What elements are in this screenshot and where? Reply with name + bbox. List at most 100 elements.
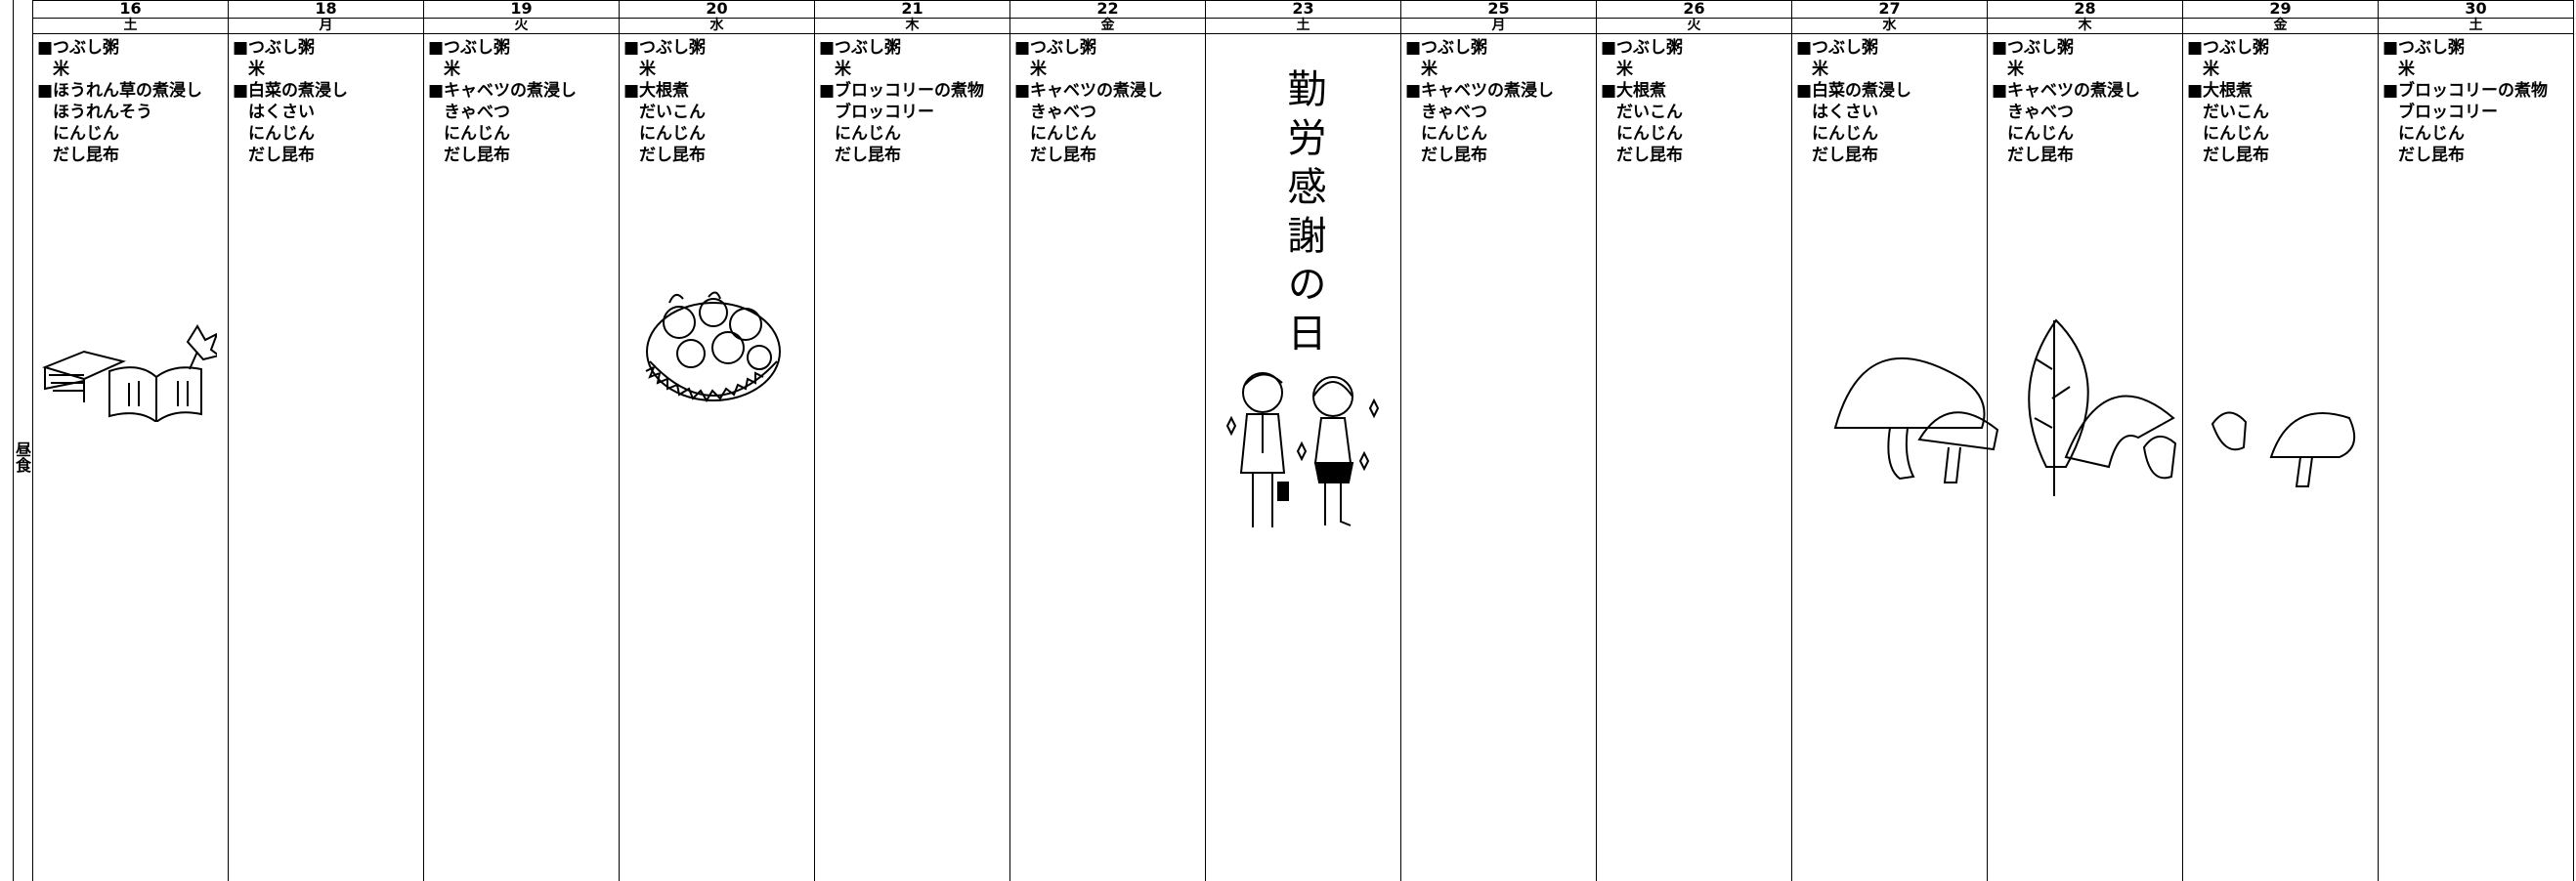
menu-item: ■キャベツの煮浸し bbox=[1405, 81, 1555, 101]
date: 16 bbox=[33, 0, 228, 19]
date: 20 bbox=[620, 0, 814, 19]
books-illustration bbox=[41, 324, 217, 422]
menu-item: 米 bbox=[1030, 60, 1047, 79]
menu-item: だし昆布 bbox=[53, 146, 119, 165]
date: 21 bbox=[815, 0, 1009, 19]
holiday-name: 勤労感謝の日 bbox=[1280, 68, 1326, 361]
menu-item: だし昆布 bbox=[1030, 146, 1096, 165]
menu-item: きゃべつ bbox=[2007, 103, 2074, 122]
menu-item: ■つぶし粥 bbox=[1796, 38, 1879, 58]
menu-item: だし昆布 bbox=[1421, 146, 1487, 165]
day-column: 19 火 ■つぶし粥米 ■キャベツの煮浸し きゃべつ にんじん だし昆布 bbox=[424, 0, 620, 881]
menu-item: 米 bbox=[1421, 60, 1438, 79]
menu-item: ■ブロッコリーの煮物 bbox=[2383, 81, 2549, 101]
day-column: 20 水 ■つぶし粥米 ■大根煮 だいこん にんじん だし昆布 bbox=[620, 0, 815, 881]
date: 30 bbox=[2379, 0, 2573, 19]
menu-item: きゃべつ bbox=[444, 103, 510, 122]
menu-items: ■つぶし粥米 ■ブロッコリーの煮物 ブロッコリー にんじん だし昆布 bbox=[815, 34, 1009, 166]
menu-item: ■つぶし粥 bbox=[37, 38, 120, 58]
menu-item: 米 bbox=[2203, 60, 2219, 79]
day-column: 25 月 ■つぶし粥米 ■キャベツの煮浸し きゃべつ にんじん だし昆布 bbox=[1401, 0, 1597, 881]
menu-item: ブロッコリー bbox=[835, 103, 934, 122]
menu-item: 米 bbox=[639, 60, 656, 79]
day-column: 26 火 ■つぶし粥米 ■大根煮 だいこん にんじん だし昆布 bbox=[1597, 0, 1792, 881]
menu-items: ■つぶし粥米 ■大根煮だいこんにんじんだし昆布 bbox=[2183, 34, 2378, 166]
menu-item: ■つぶし粥 bbox=[2383, 38, 2466, 58]
day-column: 21 木 ■つぶし粥米 ■ブロッコリーの煮物 ブロッコリー にんじん だし昆布 bbox=[815, 0, 1010, 881]
menu-items: ■つぶし粥米 ■大根煮 だいこん にんじん だし昆布 bbox=[1597, 34, 1791, 166]
menu-items: ■つぶし粥米 ■キャベツの煮浸し きゃべつ にんじん だし昆布 bbox=[1988, 34, 2182, 166]
weekday: 火 bbox=[1597, 19, 1791, 34]
fruit-basket-illustration bbox=[645, 291, 781, 402]
menu-item: ■キャベツの煮浸し bbox=[1992, 81, 2141, 101]
menu-item: だし昆布 bbox=[2203, 146, 2269, 165]
menu-item: にんじん bbox=[53, 124, 119, 144]
mushrooms-leaves-illustration bbox=[1833, 318, 2356, 496]
weekday: 金 bbox=[2183, 19, 2378, 34]
day-column: 27 水 ■つぶし粥米 ■白菜の煮浸し はくさい にんじん だし昆布 bbox=[1792, 0, 1988, 881]
menu-item: ■ほうれん草の煮浸し bbox=[37, 81, 203, 101]
weekday: 火 bbox=[424, 19, 619, 34]
menu-item: にんじん bbox=[1421, 124, 1487, 144]
menu-item: だし昆布 bbox=[639, 146, 706, 165]
menu-item: ■つぶし粥 bbox=[1992, 38, 2075, 58]
menu-items: ■つぶし粥米 ■キャベツの煮浸し きゃべつ にんじん だし昆布 bbox=[1010, 34, 1205, 166]
menu-item: にんじん bbox=[248, 124, 315, 144]
menu-item: ■キャベツの煮浸し bbox=[428, 81, 578, 101]
menu-item: ■つぶし粥 bbox=[2187, 38, 2270, 58]
row-label: 昼食 bbox=[13, 441, 31, 473]
menu-item: 米 bbox=[444, 60, 460, 79]
menu-item: だいこん bbox=[2203, 103, 2269, 122]
menu-item: だし昆布 bbox=[1616, 146, 1683, 165]
day-column: 16 土 ■つぶし粥米 ■ほうれん草の煮浸し ほうれんそう にんじん だし昆布 bbox=[33, 0, 229, 881]
menu-item: にんじん bbox=[444, 124, 510, 144]
weekday: 水 bbox=[620, 19, 814, 34]
date: 28 bbox=[1988, 0, 2182, 19]
date: 29 bbox=[2183, 0, 2378, 19]
menu-item: だし昆布 bbox=[2007, 146, 2074, 165]
menu-item: ■つぶし粥 bbox=[1601, 38, 1684, 58]
weekday: 月 bbox=[1401, 19, 1596, 34]
row-label-column: 昼食 bbox=[13, 0, 33, 881]
menu-items: ■つぶし粥米 ■大根煮 だいこん にんじん だし昆布 bbox=[620, 34, 814, 166]
menu-item: ほうれんそう bbox=[53, 103, 152, 122]
people-illustration bbox=[1225, 372, 1380, 527]
menu-item: ブロッコリー bbox=[2398, 103, 2498, 122]
weekday: 月 bbox=[229, 19, 423, 34]
menu-item: ■つぶし粥 bbox=[428, 38, 511, 58]
menu-items: ■つぶし粥米 ■ほうれん草の煮浸しほうれんそう にんじんだし昆布 bbox=[33, 34, 228, 166]
menu-item: だし昆布 bbox=[1812, 146, 1878, 165]
menu-item: にんじん bbox=[639, 124, 706, 144]
menu-item: 米 bbox=[248, 60, 265, 79]
menu-item: ■大根煮 bbox=[2187, 81, 2254, 101]
date: 25 bbox=[1401, 0, 1596, 19]
menu-item: はくさい bbox=[248, 103, 315, 122]
menu-item: ■つぶし粥 bbox=[233, 38, 316, 58]
menu-items: ■つぶし粥米 ■白菜の煮浸し はくさい にんじん だし昆布 bbox=[229, 34, 423, 166]
day-column: 22 金 ■つぶし粥米 ■キャベツの煮浸し きゃべつ にんじん だし昆布 bbox=[1010, 0, 1206, 881]
weekday: 土 bbox=[2379, 19, 2573, 34]
menu-item: にんじん bbox=[2007, 124, 2074, 144]
menu-item: きゃべつ bbox=[1421, 103, 1487, 122]
menu-item: だいこん bbox=[1616, 103, 1683, 122]
menu-item: にんじん bbox=[1616, 124, 1683, 144]
menu-items: ■つぶし粥米 ■ブロッコリーの煮物 ブロッコリー にんじん だし昆布 bbox=[2379, 34, 2573, 166]
menu-item: ■キャベツの煮浸し bbox=[1014, 81, 1164, 101]
menu-items: ■つぶし粥米 ■キャベツの煮浸し きゃべつ にんじん だし昆布 bbox=[424, 34, 619, 166]
menu-item: きゃべつ bbox=[1030, 103, 1096, 122]
menu-item: にんじん bbox=[835, 124, 901, 144]
menu-item: にんじん bbox=[2203, 124, 2269, 144]
holiday-wrap: 勤労感謝の日 bbox=[1206, 68, 1400, 361]
menu-item: だし昆布 bbox=[835, 146, 901, 165]
menu-item: 米 bbox=[2398, 60, 2415, 79]
date: 23 bbox=[1206, 0, 1400, 19]
menu-item: にんじん bbox=[2398, 124, 2465, 144]
day-column: 29 金 ■つぶし粥米 ■大根煮だいこんにんじんだし昆布 bbox=[2183, 0, 2379, 881]
date: 19 bbox=[424, 0, 619, 19]
day-column: 23 土勤労感謝の日 bbox=[1206, 0, 1401, 881]
menu-items: ■つぶし粥米 ■キャベツの煮浸し きゃべつ にんじん だし昆布 bbox=[1401, 34, 1596, 166]
menu-item: 米 bbox=[53, 60, 69, 79]
weekday: 木 bbox=[1988, 19, 2182, 34]
menu-item: ■大根煮 bbox=[623, 81, 690, 101]
